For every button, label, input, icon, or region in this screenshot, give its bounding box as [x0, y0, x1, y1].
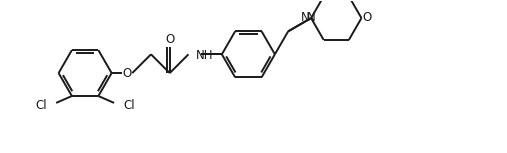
Text: O: O: [165, 33, 174, 46]
Text: N: N: [301, 11, 310, 24]
Text: O: O: [363, 11, 372, 24]
Text: O: O: [123, 67, 132, 80]
Text: N: N: [307, 11, 315, 24]
Text: Cl: Cl: [35, 99, 47, 112]
Text: NH: NH: [196, 49, 214, 62]
Text: Cl: Cl: [123, 99, 134, 112]
